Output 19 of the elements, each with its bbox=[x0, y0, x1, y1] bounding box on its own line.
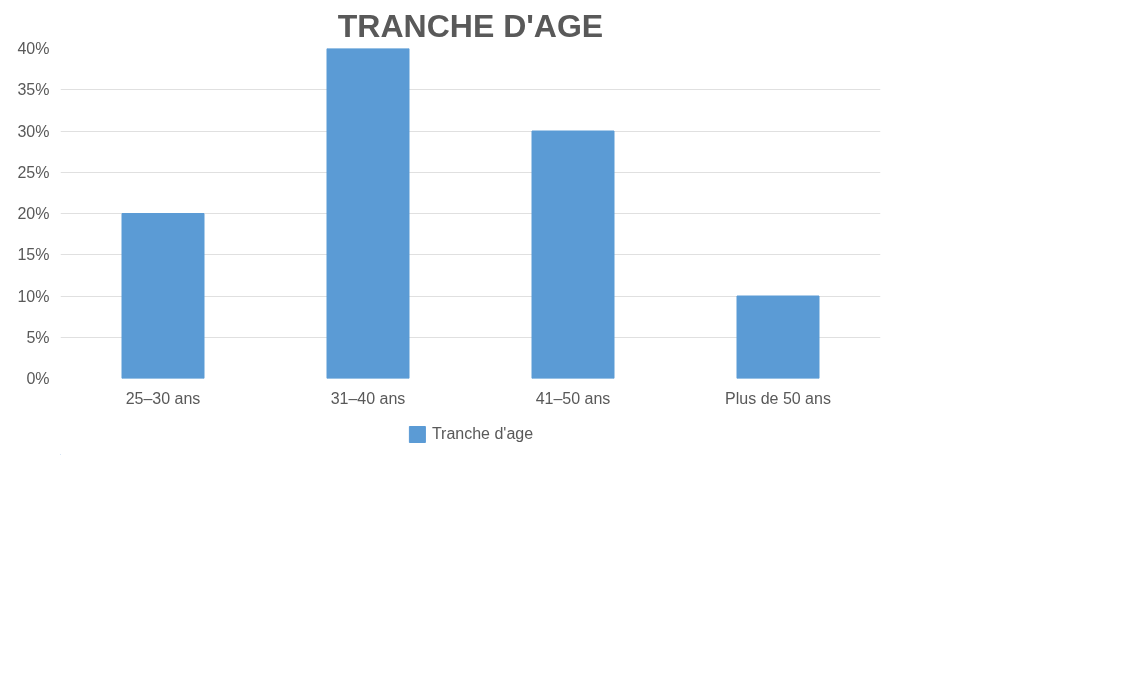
bar bbox=[531, 130, 615, 379]
y-tick-label: 20% bbox=[17, 205, 50, 222]
legend-label: Tranche d'age bbox=[431, 425, 534, 443]
x-tick-label: Plus de 50 ans bbox=[725, 389, 831, 407]
x-tick-label: 41–50 ans bbox=[535, 389, 611, 407]
bar bbox=[121, 213, 205, 379]
bar bbox=[326, 48, 410, 379]
chart-title: TRANCHE D'AGE bbox=[337, 7, 604, 44]
y-tick-label: 25% bbox=[17, 163, 50, 181]
x-tick-label: 25–30 ans bbox=[125, 389, 201, 407]
y-tick-label: 40% bbox=[17, 40, 50, 57]
y-tick-label: 35% bbox=[17, 81, 50, 99]
y-tick-label: 15% bbox=[17, 246, 50, 264]
bar bbox=[736, 295, 820, 379]
y-tick-label: 10% bbox=[17, 287, 50, 305]
y-tick-label: 5% bbox=[26, 328, 50, 346]
y-tick-label: 0% bbox=[26, 370, 50, 387]
x-tick-label: 31–40 ans bbox=[330, 389, 406, 407]
y-tick-label: 30% bbox=[17, 122, 50, 140]
